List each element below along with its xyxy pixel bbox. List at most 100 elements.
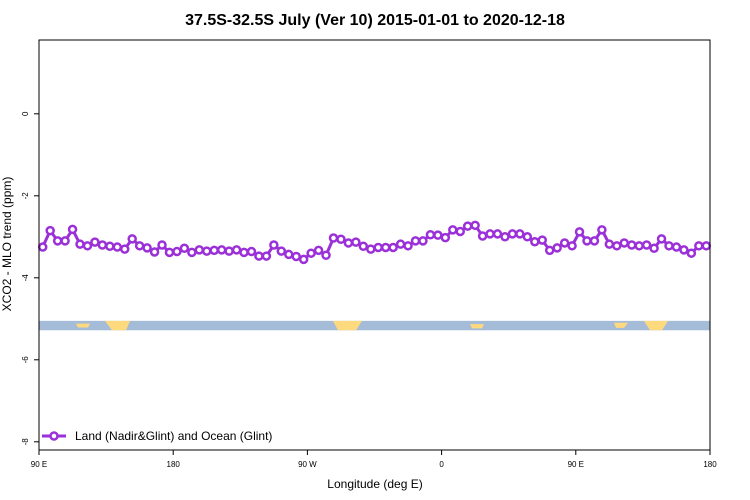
x-tick-label: 90 E [568,460,584,469]
x-axis: 90 E 180 90 W 0 90 E 180 [31,450,717,469]
data-point [291,251,301,262]
y-tick-label: -4 [21,274,30,282]
chart-title: 37.5S-32.5S July (Ver 10) 2015-01-01 to … [185,12,565,29]
data-point [559,238,570,248]
data-point [202,246,212,256]
data-point [261,251,272,261]
data-point [455,226,465,237]
data-point [239,247,249,258]
data-point [380,242,391,253]
data-point [477,231,488,241]
data-point [418,236,428,246]
data-point [485,229,495,239]
data-point [395,239,406,249]
data-point [216,245,227,255]
data-point [604,239,615,249]
data-point [537,235,547,245]
data-point [172,246,182,257]
data-point [37,242,48,252]
x-tick-label: 180 [167,460,181,469]
data-point [321,250,331,260]
data-point [694,241,704,251]
y-tick-label: -2 [21,192,30,200]
data-point [306,248,316,258]
data-point [358,241,369,251]
data-point [515,229,525,239]
data-point [336,234,346,245]
data-point [142,243,152,253]
data-point [209,245,219,256]
data-point [433,230,443,240]
y-axis-label: XCO2 - MLO trend (ppm) [0,177,14,312]
data-point [462,221,473,231]
data-point [574,227,585,237]
land-patch-1 [76,323,90,328]
data-point [90,237,100,247]
data-point [157,240,167,250]
data-point [410,236,421,246]
data-point [530,236,540,247]
data-point [254,251,264,261]
land-patch-4 [470,324,484,329]
data-point [127,234,137,244]
data-point [298,254,309,265]
data-point [679,245,689,255]
data-point [164,247,175,258]
data-point [664,241,674,251]
data-point [388,242,398,253]
data-point [634,241,644,251]
land-patch-6 [644,320,668,331]
data-point [246,246,257,257]
data-point [343,238,354,248]
data-point [97,240,108,250]
data-point [134,241,145,251]
data-point [671,242,682,252]
y-tick-label: -6 [21,356,30,364]
legend: Land (Nadir&Glint) and Ocean (Glint) [42,429,272,443]
x-tick-label: 90 W [298,460,317,469]
data-point [60,236,70,246]
land-patch-3 [333,320,362,331]
data-point [589,236,600,246]
data-point [231,245,242,255]
data-point [366,244,376,254]
data-point [313,245,324,256]
data-point [149,247,160,257]
data-point [612,241,622,251]
x-axis-label: Longitude (deg E) [327,477,422,491]
series-layer [37,220,712,265]
data-point [567,241,577,251]
legend-marker-swatch [49,431,59,441]
data-point [641,240,652,250]
ocean-band [39,320,710,331]
plot-frame [38,39,711,451]
data-point [328,233,339,243]
data-point [597,225,607,235]
land-patches [76,320,668,331]
data-point [82,241,93,251]
data-point [269,240,279,250]
data-point [351,237,361,247]
data-point [492,229,503,239]
data-point [276,246,287,256]
data-point [52,236,63,246]
data-point [701,241,712,251]
data-point [522,232,533,242]
data-point [544,245,555,256]
land-patch-2 [105,320,130,331]
data-point [686,248,697,258]
data-point [448,225,458,235]
data-point [119,244,130,254]
data-point [112,242,123,252]
data-point [194,245,205,255]
land-patch-5 [614,322,628,328]
data-point [284,249,294,260]
data-point [500,232,510,242]
data-point [224,246,234,256]
data-point [619,238,630,248]
legend-label: Land (Nadir&Glint) and Ocean (Glint) [75,429,272,443]
data-point [552,243,562,253]
data-point [656,234,667,244]
data-point [626,240,637,250]
